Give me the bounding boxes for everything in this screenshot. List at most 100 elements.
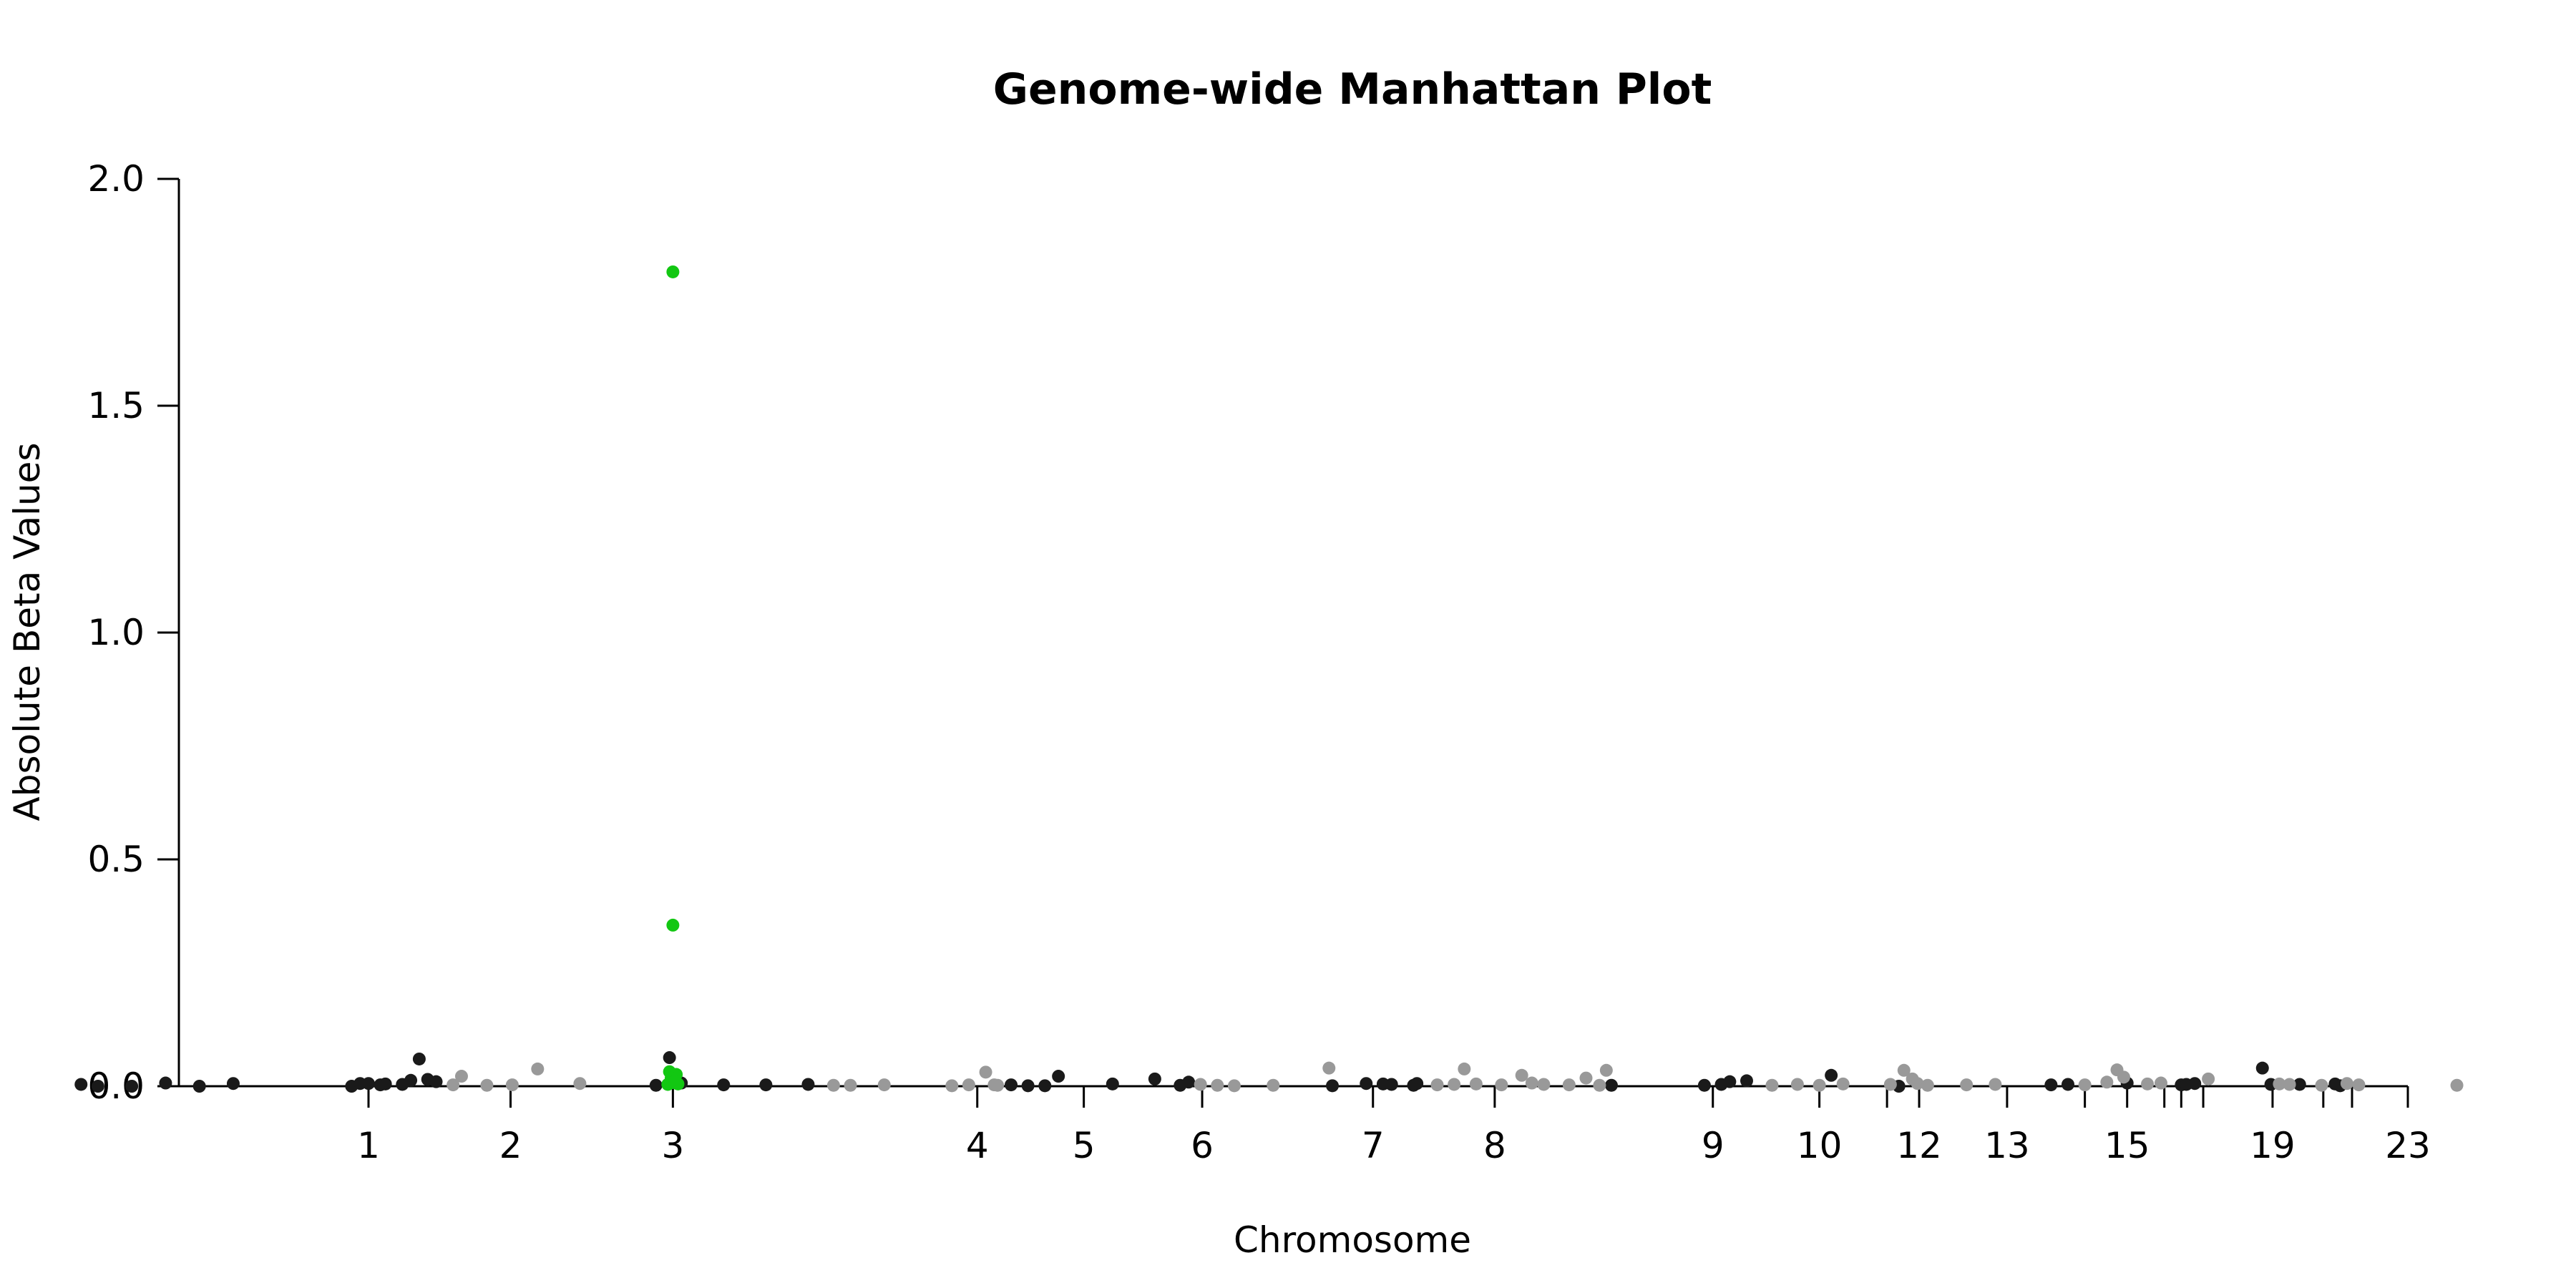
data-point <box>159 1076 172 1090</box>
data-point <box>2352 1078 2366 1092</box>
data-point <box>2062 1078 2074 1091</box>
data-point <box>877 1078 891 1092</box>
data-point <box>2450 1078 2464 1092</box>
data-point <box>1921 1078 1934 1092</box>
data-point <box>1562 1078 1576 1092</box>
x-tick-label: 13 <box>1984 1125 2030 1166</box>
x-axis-label: Chromosome <box>1234 1219 1471 1261</box>
data-point <box>649 1078 663 1092</box>
data-point <box>353 1077 367 1091</box>
data-point <box>74 1078 88 1091</box>
x-tick-label: 9 <box>1702 1125 1724 1166</box>
data-point <box>1813 1078 1826 1092</box>
data-point <box>1537 1078 1551 1091</box>
data-point <box>826 1078 840 1092</box>
data-point <box>2283 1078 2296 1091</box>
x-tick-label: 3 <box>661 1125 684 1166</box>
data-point <box>429 1075 443 1088</box>
x-tick-label: 6 <box>1191 1125 1214 1166</box>
x-tick-label: 7 <box>1362 1125 1385 1166</box>
x-tick-label: 4 <box>966 1125 989 1166</box>
y-tick-label: 1.0 <box>87 612 145 653</box>
data-point <box>2154 1076 2167 1090</box>
y-axis-ticks: 0.00.51.01.52.0 <box>87 158 179 1107</box>
y-tick-label: 2.0 <box>87 158 145 200</box>
data-point <box>1836 1077 1850 1091</box>
data-point <box>844 1078 857 1092</box>
x-tick-label: 5 <box>1073 1125 1096 1166</box>
data-point <box>1410 1077 1424 1091</box>
data-point <box>1911 1077 1924 1091</box>
data-point <box>2044 1078 2058 1092</box>
data-point <box>1960 1078 1974 1092</box>
data-point <box>573 1077 587 1091</box>
data-point <box>1579 1071 1593 1085</box>
data-point <box>1148 1072 1161 1085</box>
x-axis-ticks: 1 2 3 4 5 6 7 8 9 10 12 13 15 19 23 <box>357 1086 2431 1166</box>
data-point <box>759 1078 773 1092</box>
data-point <box>2340 1077 2353 1091</box>
chart-title: Genome-wide Manhattan Plot <box>993 64 1712 114</box>
data-point <box>505 1078 519 1092</box>
data-point <box>91 1080 104 1093</box>
data-point <box>1038 1079 1052 1093</box>
data-point <box>1593 1078 1606 1092</box>
data-point <box>991 1078 1005 1092</box>
data-point <box>531 1062 545 1075</box>
x-tick-label: 23 <box>2385 1125 2431 1166</box>
data-point <box>1458 1062 1471 1075</box>
data-point <box>192 1080 206 1093</box>
data-point <box>666 265 680 278</box>
data-point <box>1515 1068 1528 1082</box>
data-point <box>1448 1078 1461 1091</box>
data-point <box>945 1079 959 1093</box>
data-point <box>1883 1078 1897 1091</box>
x-tick-label: 10 <box>1797 1125 1843 1166</box>
x-tick-label: 8 <box>1483 1125 1506 1166</box>
data-point <box>1267 1078 1280 1092</box>
x-tick-label: 19 <box>2250 1125 2296 1166</box>
data-point <box>125 1080 139 1093</box>
data-point <box>1697 1078 1711 1092</box>
data-point <box>1106 1077 1119 1091</box>
data-point <box>962 1078 975 1092</box>
data-point <box>1525 1076 1538 1090</box>
data-point <box>1989 1078 2002 1091</box>
data-point <box>1604 1078 1618 1092</box>
x-tick-label: 1 <box>357 1125 380 1166</box>
data-point <box>1182 1075 1196 1089</box>
data-point <box>2117 1070 2130 1084</box>
data-point <box>1599 1063 1613 1077</box>
data-point <box>1825 1068 1838 1082</box>
data-point <box>226 1077 240 1091</box>
data-point <box>717 1078 731 1092</box>
data-points <box>74 265 2464 1093</box>
data-point <box>663 1051 676 1065</box>
data-point <box>1021 1079 1035 1093</box>
data-point <box>1326 1079 1340 1093</box>
x-tick-label: 2 <box>499 1125 522 1166</box>
x-tick-label: 15 <box>2104 1125 2150 1166</box>
data-point <box>1740 1074 1753 1088</box>
data-point <box>2273 1077 2286 1091</box>
data-point <box>666 918 680 932</box>
data-point <box>1211 1078 1224 1092</box>
data-point <box>379 1077 392 1091</box>
data-point <box>1495 1078 1508 1092</box>
data-point <box>979 1065 992 1079</box>
data-point <box>412 1052 426 1065</box>
data-point <box>1723 1075 1737 1088</box>
data-point <box>1360 1077 1373 1091</box>
data-point <box>447 1078 460 1092</box>
y-axis-label: Absolute Beta Values <box>6 443 48 821</box>
data-point <box>2202 1072 2215 1085</box>
data-point <box>671 1077 685 1091</box>
data-point <box>2293 1078 2306 1091</box>
y-tick-label: 0.5 <box>87 839 145 880</box>
data-point <box>2188 1077 2202 1091</box>
data-point <box>801 1078 815 1091</box>
data-point <box>1469 1077 1483 1091</box>
x-tick-label: 12 <box>1896 1125 1942 1166</box>
data-point <box>2315 1078 2328 1092</box>
